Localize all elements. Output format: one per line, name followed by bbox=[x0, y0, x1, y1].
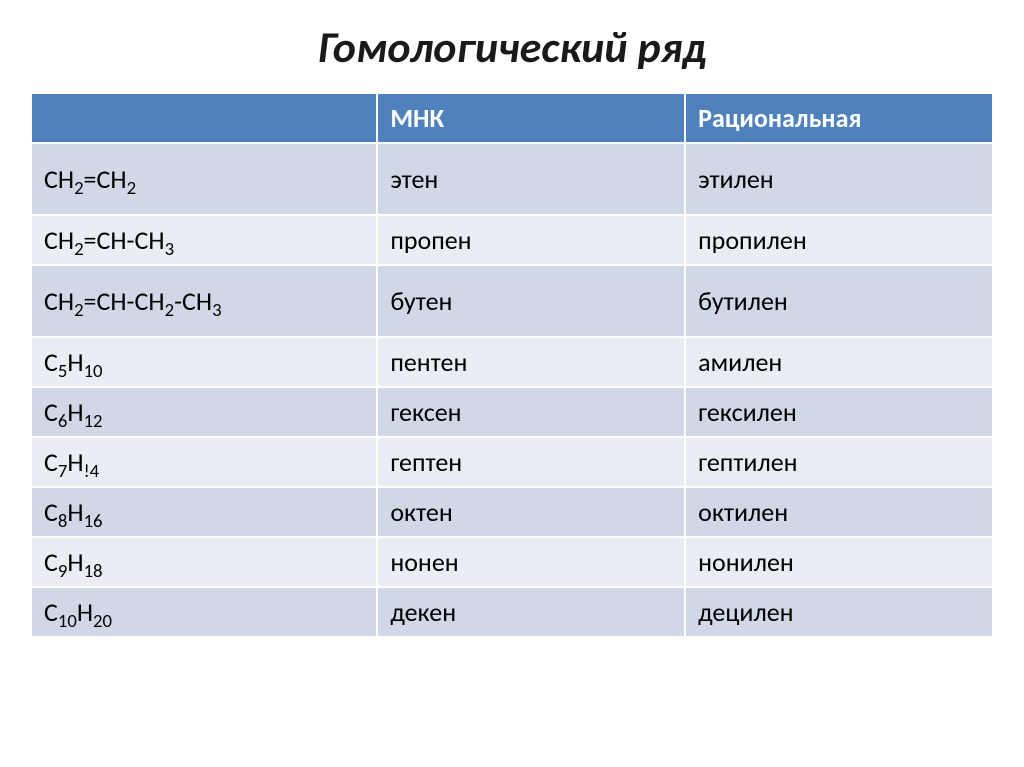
homologous-series-table: МНК Рациональная CH2=CH2этенэтиленCH2=CH… bbox=[30, 92, 994, 638]
col-rational: Рациональная bbox=[685, 93, 993, 143]
cell-mnk: декен bbox=[377, 587, 685, 637]
cell-formula: C5H10 bbox=[31, 337, 377, 387]
cell-formula: CH2=CH-CH3 bbox=[31, 215, 377, 265]
cell-rational: пропилен bbox=[685, 215, 993, 265]
table-header-row: МНК Рациональная bbox=[31, 93, 993, 143]
cell-formula: CH2=CH2 bbox=[31, 143, 377, 215]
cell-formula: C9H18 bbox=[31, 537, 377, 587]
cell-mnk: пропен bbox=[377, 215, 685, 265]
table-row: C6H12гексенгексилен bbox=[31, 387, 993, 437]
cell-mnk: нонен bbox=[377, 537, 685, 587]
table-row: C7H!4гептенгептилен bbox=[31, 437, 993, 487]
table-row: C10H20декендецилен bbox=[31, 587, 993, 637]
cell-rational: амилен bbox=[685, 337, 993, 387]
cell-rational: этилен bbox=[685, 143, 993, 215]
col-formula bbox=[31, 93, 377, 143]
cell-formula: C10H20 bbox=[31, 587, 377, 637]
table-row: CH2=CH-CH2-CH3бутенбутилен bbox=[31, 265, 993, 337]
cell-mnk: этен bbox=[377, 143, 685, 215]
table-row: C5H10пентенамилен bbox=[31, 337, 993, 387]
table-row: CH2=CH-CH3пропенпропилен bbox=[31, 215, 993, 265]
table-row: CH2=CH2этенэтилен bbox=[31, 143, 993, 215]
cell-mnk: бутен bbox=[377, 265, 685, 337]
col-mnk: МНК bbox=[377, 93, 685, 143]
table-row: C9H18ноненнонилен bbox=[31, 537, 993, 587]
cell-rational: децилен bbox=[685, 587, 993, 637]
cell-mnk: пентен bbox=[377, 337, 685, 387]
page-title: Гомологический ряд bbox=[30, 20, 994, 74]
cell-mnk: гексен bbox=[377, 387, 685, 437]
cell-formula: C7H!4 bbox=[31, 437, 377, 487]
cell-formula: CH2=CH-CH2-CH3 bbox=[31, 265, 377, 337]
table-row: C8H16октеноктилен bbox=[31, 487, 993, 537]
cell-rational: гексилен bbox=[685, 387, 993, 437]
cell-rational: октилен bbox=[685, 487, 993, 537]
cell-mnk: октен bbox=[377, 487, 685, 537]
cell-formula: C6H12 bbox=[31, 387, 377, 437]
cell-rational: нонилен bbox=[685, 537, 993, 587]
cell-formula: C8H16 bbox=[31, 487, 377, 537]
cell-mnk: гептен bbox=[377, 437, 685, 487]
cell-rational: гептилен bbox=[685, 437, 993, 487]
cell-rational: бутилен bbox=[685, 265, 993, 337]
